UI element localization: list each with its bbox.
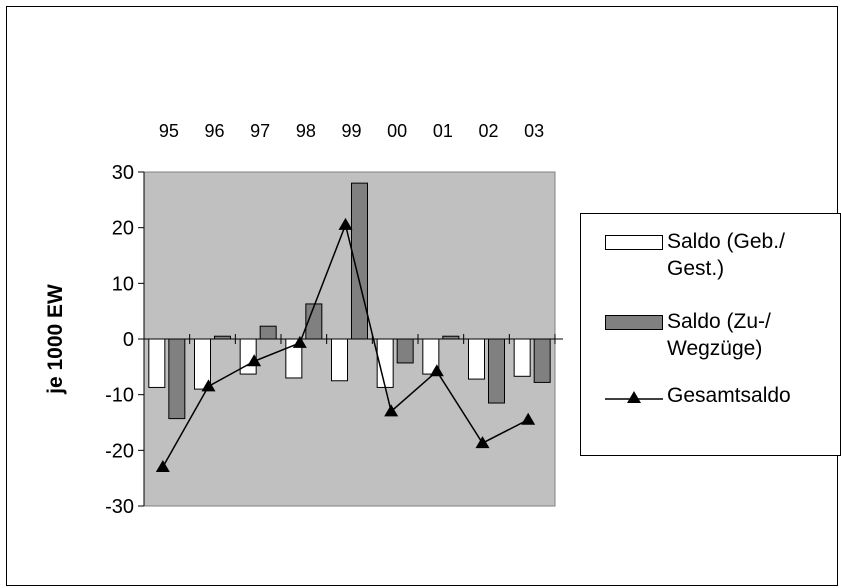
point-gesamtsaldo-96 — [201, 379, 216, 392]
x-tick-label-01: 01 — [433, 121, 453, 141]
legend-label-line2: Wegzüge) — [667, 337, 763, 360]
point-gesamtsaldo-97 — [247, 354, 262, 367]
bar-geb-gest-99 — [331, 338, 348, 382]
x-tick-label-02: 02 — [478, 121, 498, 141]
legend-swatch-gray — [605, 315, 663, 330]
y-tick-label: 0 — [123, 329, 134, 351]
x-tick-label-97: 97 — [250, 121, 270, 141]
x-tick-label-99: 99 — [341, 121, 361, 141]
bar-zu-wegzuege-03 — [533, 338, 551, 383]
y-tick-label: -20 — [105, 440, 134, 462]
y-tick-label: -10 — [105, 385, 134, 407]
point-gesamtsaldo-95 — [155, 460, 170, 473]
bar-geb-gest-02 — [468, 338, 485, 380]
legend-label-line1: Saldo (Zu-/ — [667, 310, 771, 333]
bar-geb-gest-03 — [513, 338, 531, 377]
y-tick-label: 20 — [112, 218, 134, 240]
bar-zu-wegzuege-00 — [396, 338, 414, 364]
y-tick-label: 10 — [112, 273, 134, 295]
x-tick-label-95: 95 — [159, 121, 179, 141]
bar-zu-wegzuege-02 — [488, 338, 505, 404]
x-tick-label-00: 00 — [387, 121, 407, 141]
x-tick-label-96: 96 — [204, 121, 224, 141]
point-gesamtsaldo-00 — [384, 404, 399, 417]
bar-geb-gest-95 — [148, 338, 166, 388]
bar-zu-wegzuege-95 — [168, 338, 186, 420]
point-gesamtsaldo-01 — [429, 364, 444, 377]
y-tick-label: -30 — [105, 496, 134, 518]
legend-label-line1: Saldo (Geb./ — [667, 230, 785, 253]
point-gesamtsaldo-02 — [475, 436, 490, 449]
point-gesamtsaldo-03 — [521, 412, 536, 425]
legend-label-line2: Gest.) — [667, 257, 725, 280]
legend-label: Gesamtsaldo — [667, 384, 791, 407]
y-axis-title: je 1000 EW — [44, 284, 67, 395]
legend: Saldo (Geb./ Gest.) Saldo (Zu-/ Wegzüge)… — [580, 213, 841, 456]
legend-swatch-white — [605, 235, 663, 250]
y-tick-label: 30 — [112, 162, 134, 184]
x-tick-label-03: 03 — [524, 121, 544, 141]
x-tick-label-98: 98 — [296, 121, 316, 141]
point-gesamtsaldo-98 — [292, 335, 307, 348]
bar-zu-wegzuege-97 — [259, 325, 277, 340]
point-gesamtsaldo-99 — [338, 217, 353, 230]
legend-line-triangle-icon — [605, 391, 663, 403]
